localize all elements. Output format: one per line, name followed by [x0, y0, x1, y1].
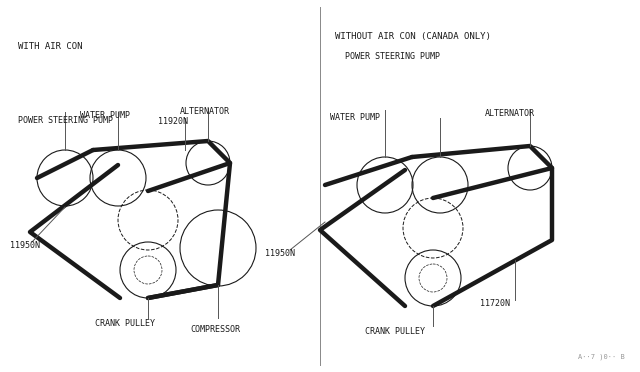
Text: ALTERNATOR: ALTERNATOR [485, 109, 535, 118]
Text: COMPRESSOR: COMPRESSOR [190, 325, 240, 334]
Text: 11950N: 11950N [265, 249, 295, 258]
Text: A··7 )0·· B: A··7 )0·· B [579, 353, 625, 360]
Text: WATER PUMP: WATER PUMP [330, 113, 380, 122]
Text: ALTERNATOR: ALTERNATOR [180, 107, 230, 116]
Text: 11920N: 11920N [158, 117, 188, 126]
Text: CRANK PULLEY: CRANK PULLEY [95, 319, 155, 328]
Text: POWER STEERING PUMP: POWER STEERING PUMP [18, 116, 113, 125]
Text: WATER PUMP: WATER PUMP [80, 111, 130, 120]
Text: CRANK PULLEY: CRANK PULLEY [365, 327, 425, 336]
Text: POWER STEERING PUMP: POWER STEERING PUMP [345, 52, 440, 61]
Text: 11950N: 11950N [10, 241, 40, 250]
Text: WITH AIR CON: WITH AIR CON [18, 42, 83, 51]
Text: WITHOUT AIR CON (CANADA ONLY): WITHOUT AIR CON (CANADA ONLY) [335, 32, 491, 41]
Text: 11720N: 11720N [480, 299, 510, 308]
